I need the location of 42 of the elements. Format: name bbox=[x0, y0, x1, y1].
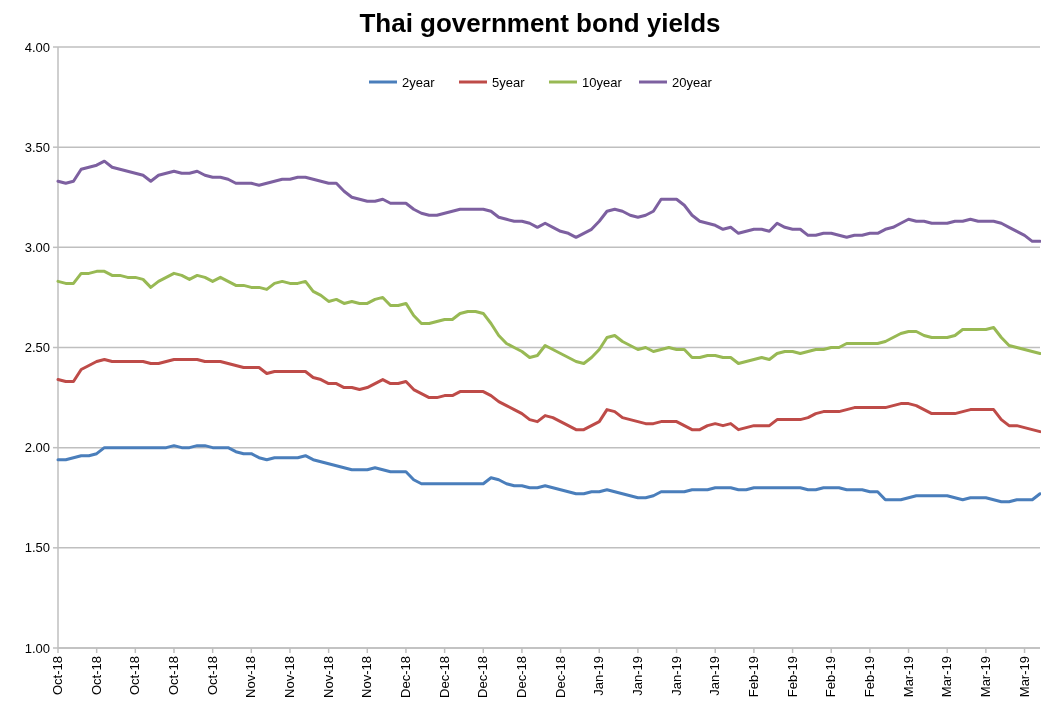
x-tick-label: Jan-19 bbox=[591, 656, 607, 696]
y-tick-label: 2.50 bbox=[24, 340, 50, 356]
x-tick-label: Jan-19 bbox=[629, 656, 645, 696]
x-tick-label: Mar-19 bbox=[939, 656, 955, 698]
x-tick-label: Oct-18 bbox=[88, 656, 104, 696]
legend-label: 20year bbox=[672, 74, 713, 90]
line-series bbox=[56, 269, 1041, 366]
x-tick-label: Oct-18 bbox=[165, 656, 181, 696]
x-tick-label: Nov-18 bbox=[359, 656, 375, 698]
y-tick-label: 4.00 bbox=[24, 39, 50, 55]
x-tick-label: Jan-19 bbox=[707, 656, 723, 696]
x-tick-label: Dec-18 bbox=[436, 656, 452, 698]
y-tick-label: 1.00 bbox=[24, 640, 50, 656]
y-tick-label: 3.00 bbox=[24, 239, 50, 255]
x-tick-label: Oct-18 bbox=[50, 656, 65, 696]
legend-label: 2year bbox=[402, 74, 436, 90]
chart-title: Thai government bond yields bbox=[359, 8, 721, 38]
x-tick-label: Nov-18 bbox=[281, 656, 297, 698]
x-tick-label: Jan-19 bbox=[668, 656, 684, 696]
x-tick-label: Oct-18 bbox=[204, 656, 220, 696]
legend-label: 5year bbox=[492, 74, 526, 90]
legend-label: 10year bbox=[582, 74, 623, 90]
x-tick-label: Oct-18 bbox=[127, 656, 143, 696]
x-tick-label: Nov-18 bbox=[320, 656, 336, 698]
line-series bbox=[56, 444, 1041, 504]
x-tick-label: Feb-19 bbox=[823, 656, 839, 698]
x-tick-label: Feb-19 bbox=[861, 656, 877, 698]
x-tick-label: Feb-19 bbox=[784, 656, 800, 698]
x-tick-label: Nov-18 bbox=[243, 656, 259, 698]
x-tick-label: Dec-18 bbox=[475, 656, 491, 698]
x-tick-label: Dec-18 bbox=[552, 656, 568, 698]
x-tick-label: Mar-19 bbox=[977, 656, 993, 698]
y-tick-label: 3.50 bbox=[24, 139, 50, 155]
line-series bbox=[56, 159, 1041, 243]
x-tick-label: Mar-19 bbox=[1016, 656, 1032, 698]
x-tick-label: Dec-18 bbox=[513, 656, 529, 698]
x-tick-label: Feb-19 bbox=[745, 656, 761, 698]
x-tick-label: Dec-18 bbox=[397, 656, 413, 698]
y-tick-label: 2.00 bbox=[24, 440, 50, 456]
line-series bbox=[56, 358, 1041, 434]
x-tick-label: Mar-19 bbox=[900, 656, 916, 698]
y-tick-label: 1.50 bbox=[24, 540, 50, 556]
